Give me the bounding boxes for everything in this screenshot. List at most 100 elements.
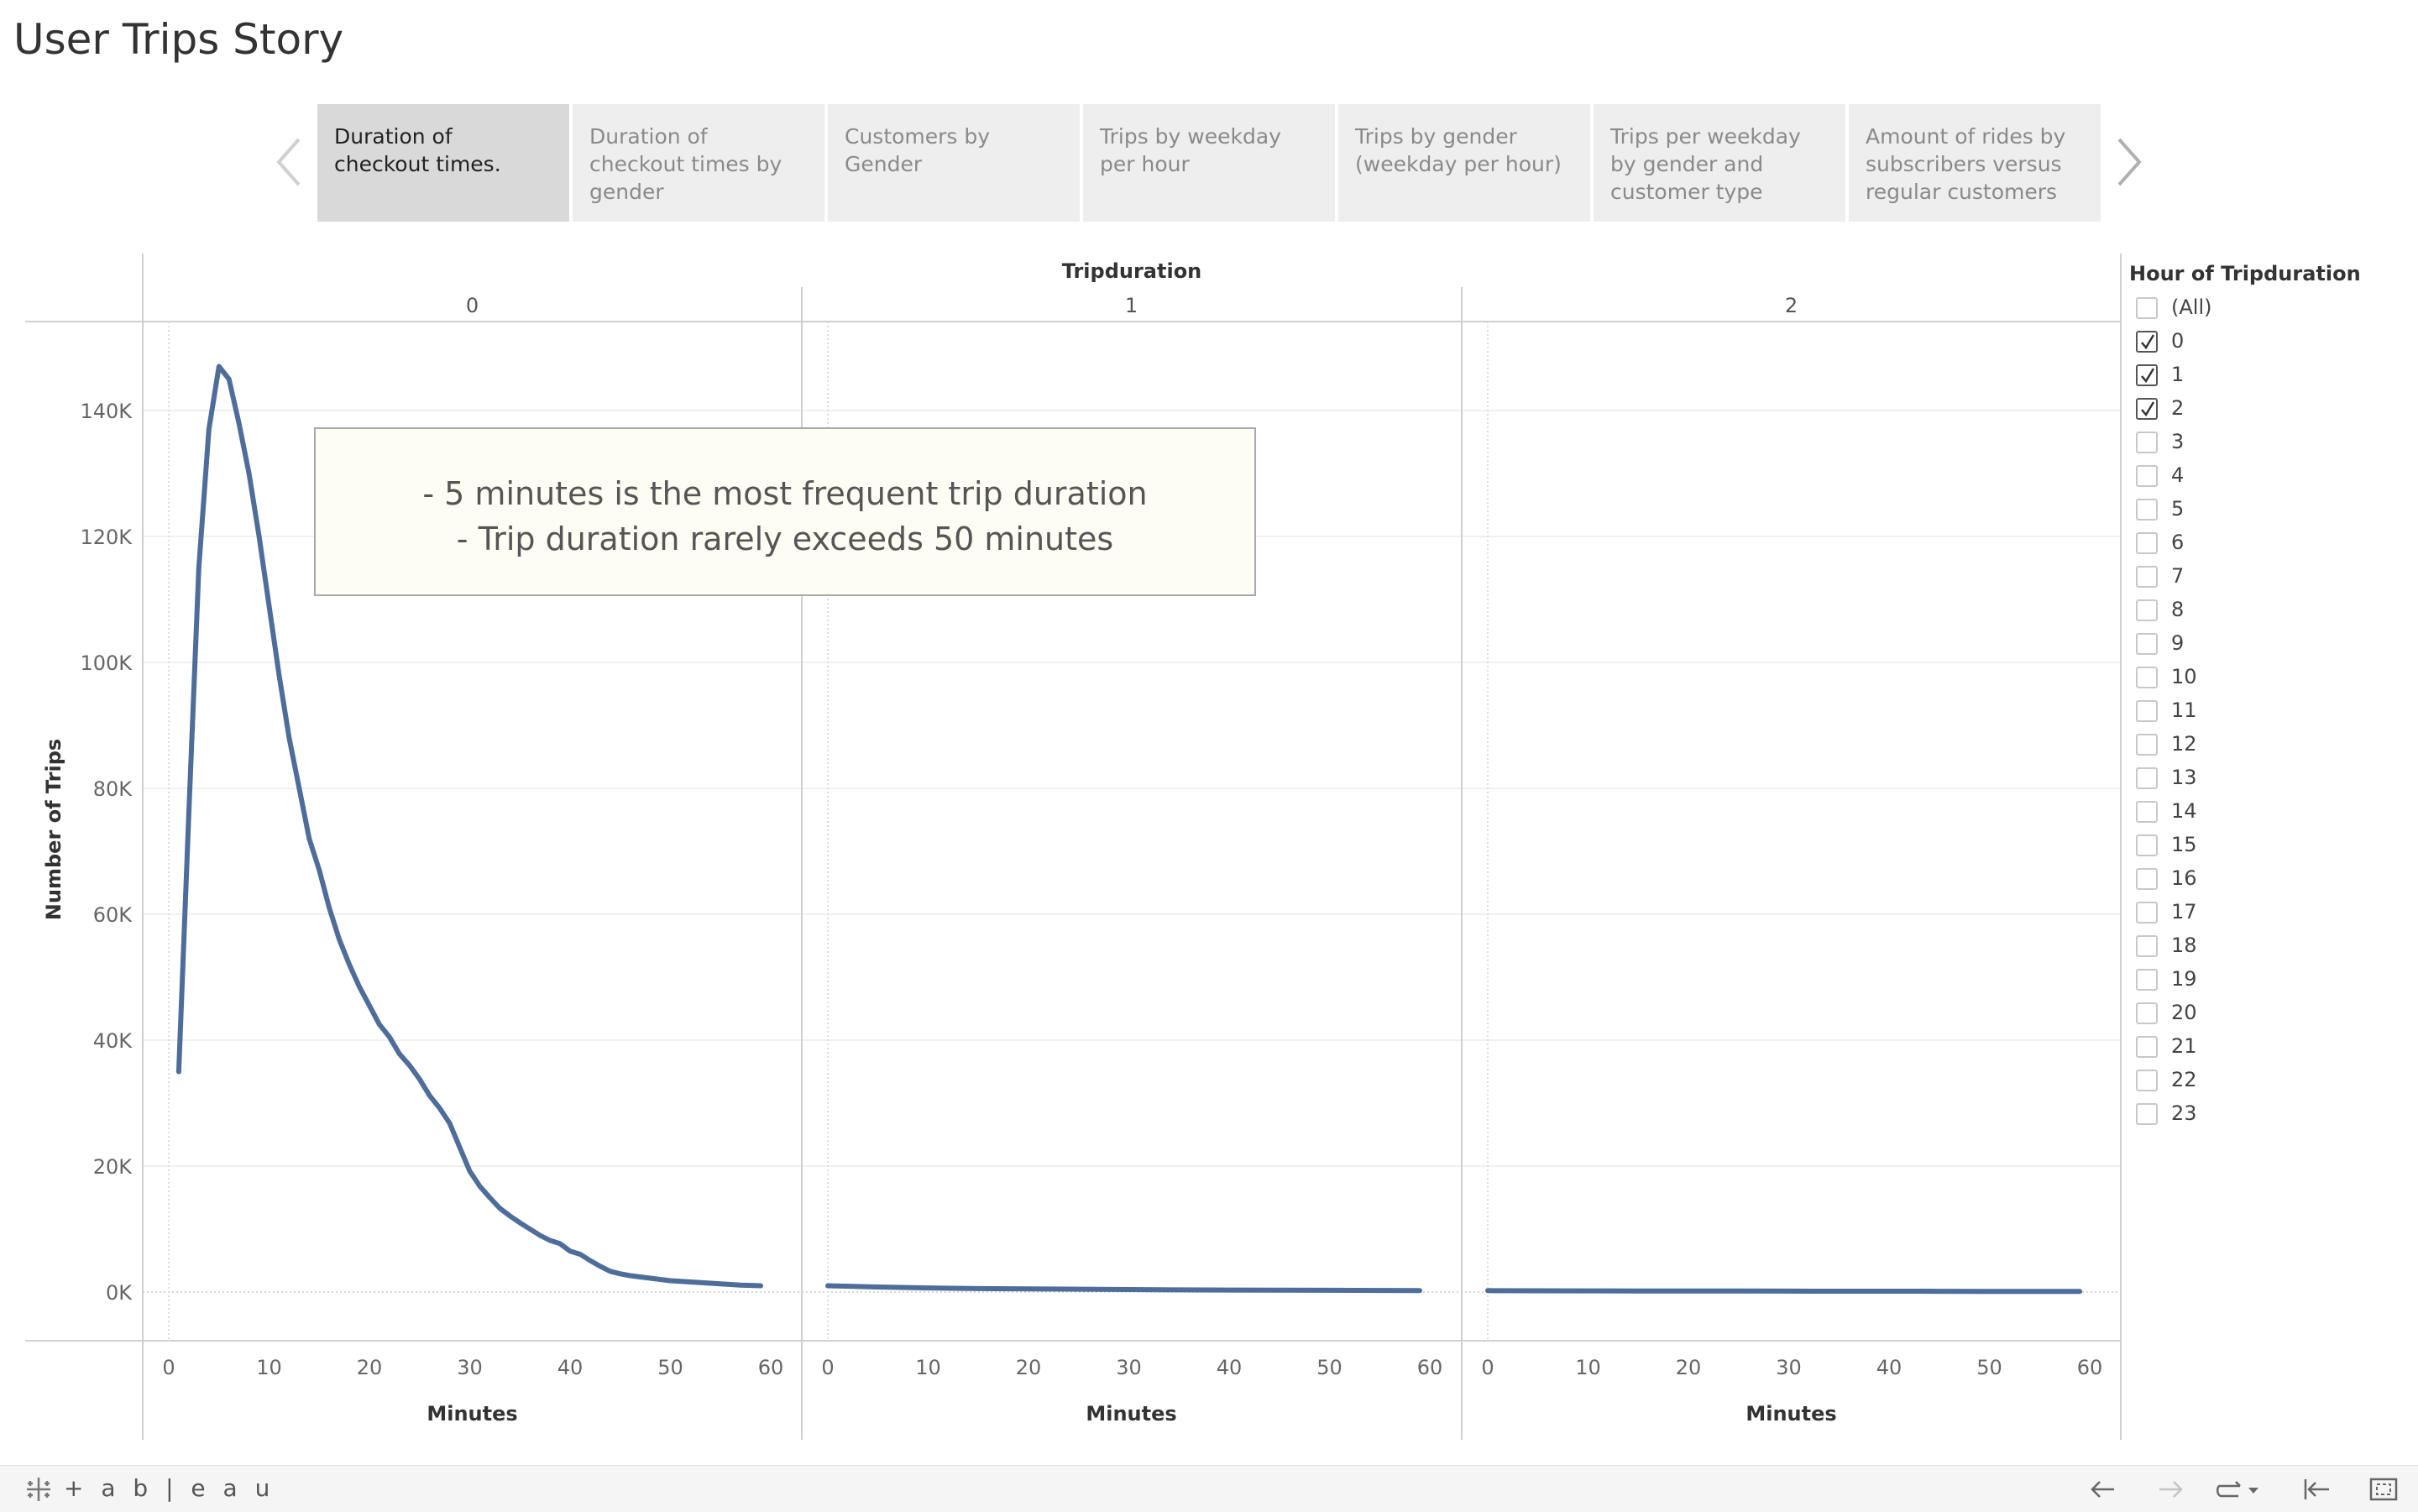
filter-option-label: 7 (2171, 564, 2185, 588)
filter-option-label: 0 (2171, 329, 2185, 353)
checkbox-checked-icon[interactable] (2136, 398, 2158, 420)
series-line-hour-2 (1485, 1288, 2083, 1295)
checkbox-icon[interactable] (2136, 700, 2158, 722)
filter-option-label: 13 (2171, 766, 2197, 789)
filter-option-label: 15 (2171, 833, 2197, 856)
filter-option-label: 11 (2171, 698, 2197, 722)
filter-option-label: 19 (2171, 967, 2197, 991)
chevron-left-icon (276, 138, 301, 186)
filter-option-label: 17 (2171, 900, 2197, 923)
y-tick-label: 80K (93, 777, 133, 801)
revert-to-start-icon[interactable] (2302, 1476, 2331, 1503)
story-point-tab[interactable]: Trips by weekday per hour (1083, 104, 1335, 222)
checkbox-icon[interactable] (2136, 599, 2158, 621)
story-point-tab[interactable]: Trips by gender (weekday per hour) (1338, 104, 1590, 222)
story-point-tab[interactable]: Amount of rides by subscribers versus re… (1849, 104, 2101, 222)
x-tick-label: 20 (357, 1356, 383, 1379)
filter-option-label: 18 (2171, 934, 2197, 957)
checkbox-icon[interactable] (2136, 767, 2158, 789)
filter-option-label: 14 (2171, 799, 2197, 823)
checkbox-icon[interactable] (2136, 868, 2158, 890)
x-tick-label: 10 (1575, 1356, 1601, 1379)
x-tick-label: 20 (1016, 1356, 1042, 1379)
checkbox-icon[interactable] (2136, 297, 2158, 319)
checkbox-icon[interactable] (2136, 566, 2158, 588)
checkbox-icon[interactable] (2136, 1002, 2158, 1024)
x-tick-label: 50 (1316, 1356, 1342, 1379)
checkbox-icon[interactable] (2136, 935, 2158, 957)
checkbox-icon[interactable] (2136, 633, 2158, 655)
trip-duration-chart: 0K 20K 40K 60K 80K 100K 120K 140K Tripduration Nu… (25, 254, 2122, 1440)
bottom-toolbar: + a b | e a u (0, 1465, 2418, 1512)
x-tick-label: 30 (1116, 1356, 1142, 1379)
filter-option-label: 6 (2171, 531, 2185, 554)
filter-option-label: 1 (2171, 363, 2185, 386)
checkbox-icon[interactable] (2136, 834, 2158, 856)
series-line-hour-0 (175, 364, 763, 1289)
x-tick-label: 0 (162, 1356, 175, 1379)
panel-header: 1 (1125, 294, 1138, 317)
checkbox-icon[interactable] (2136, 1103, 2158, 1125)
undo-icon[interactable] (2089, 1476, 2117, 1503)
checkbox-icon[interactable] (2136, 969, 2158, 991)
x-tick-label: 10 (915, 1356, 941, 1379)
checkbox-icon[interactable] (2136, 1036, 2158, 1058)
x-tick-label: 50 (657, 1356, 683, 1379)
chevron-right-icon (2117, 138, 2142, 186)
y-tick-label: 0K (106, 1281, 133, 1305)
panel-header: 0 (466, 294, 479, 317)
filter-option-label: 2 (2171, 396, 2185, 420)
fullscreen-icon[interactable] (2369, 1476, 2398, 1503)
x-tick-label: 30 (1776, 1356, 1802, 1379)
filter-option-label: 16 (2171, 866, 2197, 890)
filter-option-label: 4 (2171, 463, 2185, 487)
checkbox-icon[interactable] (2136, 734, 2158, 756)
filter-option-label: 3 (2171, 430, 2185, 453)
redo-icon[interactable] (2156, 1476, 2185, 1503)
filter-option-label: 10 (2171, 665, 2197, 688)
annotation-box[interactable]: - 5 minutes is the most frequent trip du… (314, 427, 1256, 596)
checkbox-checked-icon[interactable] (2136, 331, 2158, 353)
checkbox-icon[interactable] (2136, 902, 2158, 923)
filter-option-label: 21 (2171, 1034, 2197, 1058)
x-tick-label: 60 (2077, 1356, 2103, 1379)
y-tick-label: 60K (93, 903, 133, 927)
filter-title: Hour of Tripduration (2129, 262, 2361, 285)
revert-dropdown-icon[interactable] (2215, 1476, 2265, 1503)
checkbox-icon[interactable] (2136, 1070, 2158, 1091)
annotation-line-1: - 5 minutes is the most frequent trip du… (422, 475, 1148, 512)
tableau-brand[interactable]: + a b | e a u (64, 1474, 275, 1502)
x-tick-label: 60 (1417, 1356, 1443, 1379)
checkbox-checked-icon[interactable] (2136, 364, 2158, 386)
checkbox-icon[interactable] (2136, 667, 2158, 688)
checkbox-icon[interactable] (2136, 532, 2158, 554)
tableau-logo-icon (27, 1476, 60, 1506)
checkbox-icon[interactable] (2136, 801, 2158, 823)
y-tick-label: 100K (80, 651, 133, 675)
story-point-tab[interactable]: Trips per weekday by gender and customer… (1594, 104, 1845, 222)
next-story-point-button[interactable] (2109, 134, 2151, 190)
y-tick-label: 120K (80, 526, 133, 549)
x-tick-label: 40 (1217, 1356, 1243, 1379)
x-axis-label: Minutes (1745, 1402, 1836, 1426)
checkbox-icon[interactable] (2136, 432, 2158, 453)
checkbox-icon[interactable] (2136, 465, 2158, 487)
annotation-line-2: - Trip duration rarely exceeds 50 minute… (456, 521, 1114, 557)
x-tick-label: 20 (1676, 1356, 1702, 1379)
filter-option-label: 5 (2171, 497, 2185, 521)
story-point-tab[interactable]: Duration of checkout times by gender (573, 104, 824, 222)
x-tick-label: 30 (457, 1356, 483, 1379)
filter-option-label: 20 (2171, 1001, 2197, 1024)
story-point-tab[interactable]: Duration of checkout times. (317, 104, 569, 222)
y-tick-label: 20K (93, 1155, 133, 1179)
prev-story-point-button[interactable] (267, 134, 309, 190)
story-point-tab[interactable]: Customers by Gender (828, 104, 1080, 222)
checkbox-icon[interactable] (2136, 499, 2158, 521)
filter-option-label: (All) (2171, 296, 2212, 319)
x-tick-label: 50 (1976, 1356, 2002, 1379)
panel-header: 2 (1785, 294, 1798, 317)
y-axis-label: Number of Trips (42, 739, 65, 920)
filter-option-label: 9 (2171, 631, 2185, 655)
story-title: User Trips Story (13, 15, 344, 64)
x-axis-label: Minutes (427, 1402, 517, 1426)
